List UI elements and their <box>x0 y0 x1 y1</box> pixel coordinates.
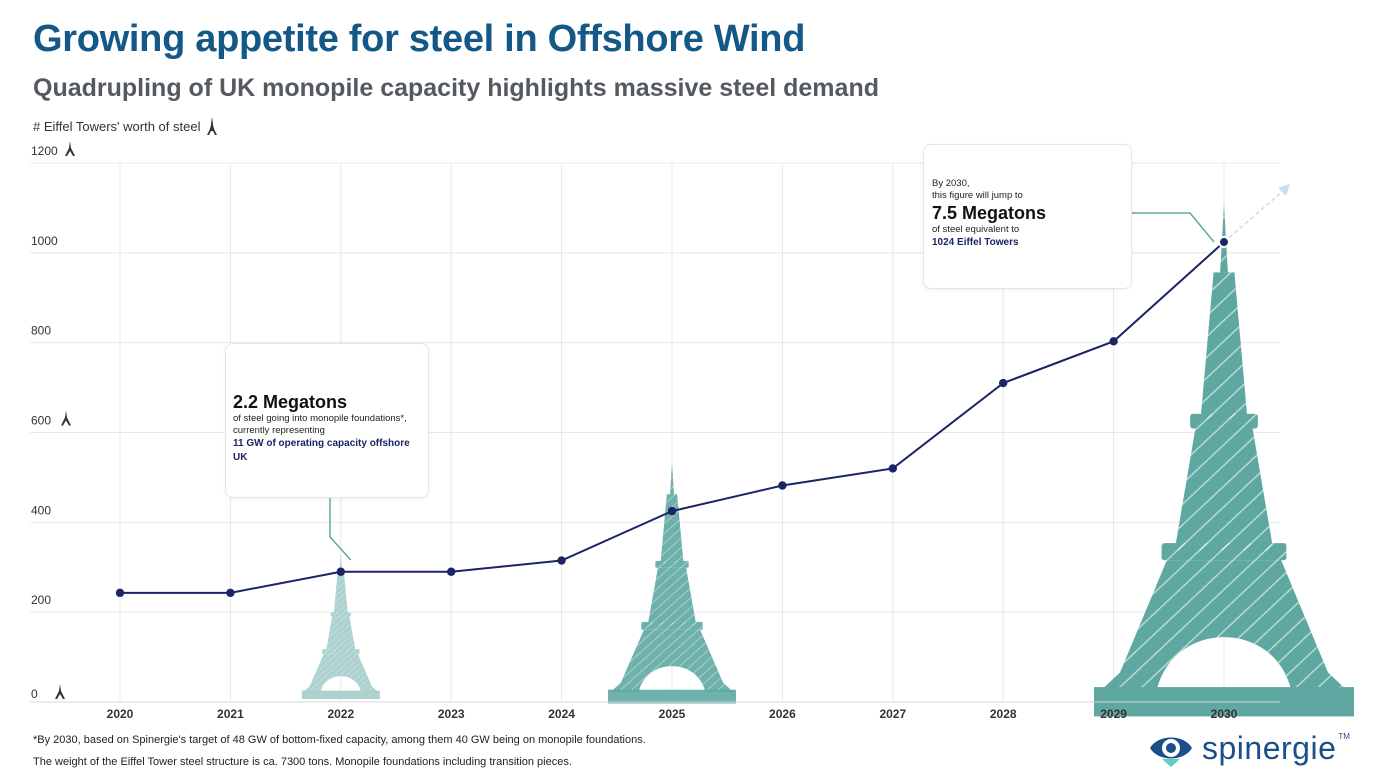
data-point-2021[interactable] <box>226 588 235 598</box>
connector-2022 <box>329 497 352 561</box>
eiffel-tower-illustrations <box>301 203 1354 717</box>
callout-2022-accent: 11 GW of operating capacity offshore UK <box>233 438 410 463</box>
x-tick-label-2027: 2027 <box>879 707 906 721</box>
data-series <box>115 184 1290 598</box>
data-point-2024[interactable] <box>557 556 566 565</box>
data-point-2023[interactable] <box>447 567 456 576</box>
data-point-2026[interactable] <box>778 481 787 490</box>
spinergie-logo: spinergie TM <box>1148 728 1350 768</box>
callout-2030: By 2030, this figure will jump to 7.5 Me… <box>923 144 1132 289</box>
x-tick-label-2021: 2021 <box>217 707 244 721</box>
y-tick-label-1200: 1200 <box>31 144 58 158</box>
x-tick-label-2028: 2028 <box>990 707 1017 721</box>
connector-2030 <box>1132 212 1215 243</box>
footnote-2: The weight of the Eiffel Tower steel str… <box>33 756 572 768</box>
axes: 0 200 400 600 800 1000 1200 2020 2021 2022 2023 202… <box>30 141 1280 721</box>
y-axis-unit-label: # Eiffel Towers' worth of steel <box>33 117 218 135</box>
spinergie-wordmark: spinergie <box>1202 729 1337 766</box>
y-tick-label-800: 800 <box>31 324 51 338</box>
callout-2030-line2: this figure will jump to <box>932 190 1023 201</box>
y-axis-tower-icon <box>55 684 65 699</box>
callout-2022-line2: currently representing <box>233 425 325 436</box>
chart-title: Growing appetite for steel in Offshore W… <box>33 18 806 60</box>
chart-subtitle: Quadrupling of UK monopile capacity high… <box>33 74 879 102</box>
x-tick-label-2030: 2030 <box>1211 707 1238 721</box>
trademark-mark: TM <box>1338 732 1350 741</box>
data-point-2020[interactable] <box>115 588 125 598</box>
x-tick-label-2020: 2020 <box>107 707 134 721</box>
callout-2030-line1: By 2030, <box>932 178 970 189</box>
data-point-2022[interactable] <box>336 567 345 576</box>
data-point-2030[interactable] <box>1218 236 1230 249</box>
callout-connectors <box>329 212 1215 561</box>
x-tick-label-2023: 2023 <box>438 707 465 721</box>
callout-2030-headline: 7.5 Megatons <box>932 203 1047 223</box>
eiffel-tower-icon <box>207 117 218 135</box>
x-tick-label-2026: 2026 <box>769 707 796 721</box>
footnote-1: *By 2030, based on Spinergie's target of… <box>33 734 646 746</box>
callout-2022: 2.2 Megatons of steel going into monopil… <box>225 343 429 498</box>
y-axis-unit-text: # Eiffel Towers' worth of steel <box>33 118 201 134</box>
x-tick-label-2025: 2025 <box>659 707 686 721</box>
trend-arrow-head <box>1278 184 1290 197</box>
x-tick-label-2024: 2024 <box>548 707 575 721</box>
x-tick-label-2029: 2029 <box>1100 707 1127 721</box>
data-point-2025[interactable] <box>667 506 677 516</box>
x-tick-label-2022: 2022 <box>327 707 354 721</box>
y-axis-tower-icon <box>65 141 75 156</box>
callout-2022-line1: of steel going into monopile foundations… <box>233 413 407 424</box>
trend-arrow-line <box>1223 189 1285 243</box>
callout-2030-line3: of steel equivalent to <box>932 224 1020 235</box>
y-tick-label-1000: 1000 <box>31 234 58 248</box>
y-axis-tower-icon <box>61 410 71 426</box>
data-point-2028[interactable] <box>999 378 1008 388</box>
y-tick-label-400: 400 <box>31 503 51 517</box>
y-tick-label-200: 200 <box>31 593 51 607</box>
callout-2022-headline: 2.2 Megatons <box>233 392 348 412</box>
callout-2030-accent: 1024 Eiffel Towers <box>932 237 1019 248</box>
y-tick-label-0: 0 <box>31 687 38 701</box>
data-point-2027[interactable] <box>888 464 897 473</box>
eiffel-tower-medium-icon <box>608 462 736 704</box>
eiffel-tower-small-icon <box>301 552 380 699</box>
spinergie-eye-icon <box>1150 737 1192 767</box>
data-point-2029[interactable] <box>1109 337 1118 346</box>
y-tick-label-600: 600 <box>31 414 51 428</box>
